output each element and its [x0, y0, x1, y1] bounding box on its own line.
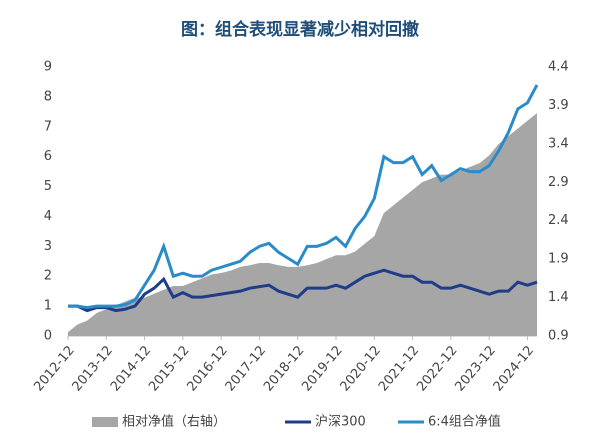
y-tick-label: 2 — [44, 269, 52, 284]
y2-tick-label: 2.4 — [548, 213, 569, 228]
y-tick-label: 7 — [44, 119, 52, 134]
y2-tick-label: 0.9 — [548, 329, 569, 344]
line — [68, 268, 538, 313]
y-tick-label: 6 — [44, 149, 52, 164]
legend-label: 沪深300 — [315, 414, 366, 430]
chart-title: 图：组合表现显著减少相对回撤 — [181, 19, 419, 40]
y-tick-label: 9 — [44, 60, 52, 75]
y2-tick-label: 3.9 — [548, 98, 569, 113]
legend-swatch — [92, 417, 118, 427]
legend-label: 相对净值（右轴） — [122, 414, 226, 430]
y-tick-label: 3 — [44, 239, 52, 254]
y-tick-label: 8 — [44, 89, 52, 104]
x-tick-label: 2024-12 — [491, 343, 537, 394]
y2-tick-label: 1.4 — [548, 290, 569, 305]
y-tick-label: 4 — [44, 209, 52, 224]
y2-tick-label: 4.4 — [548, 60, 569, 75]
legend-label: 6:4组合净值 — [428, 414, 501, 430]
y2-tick-label: 2.9 — [548, 175, 569, 190]
y-tick-label: 1 — [44, 299, 52, 314]
y2-tick-label: 3.4 — [548, 136, 569, 151]
line — [68, 84, 539, 310]
y2-tick-label: 1.9 — [548, 252, 569, 267]
y-tick-label: 5 — [44, 179, 52, 194]
y-tick-label: 0 — [44, 329, 52, 344]
